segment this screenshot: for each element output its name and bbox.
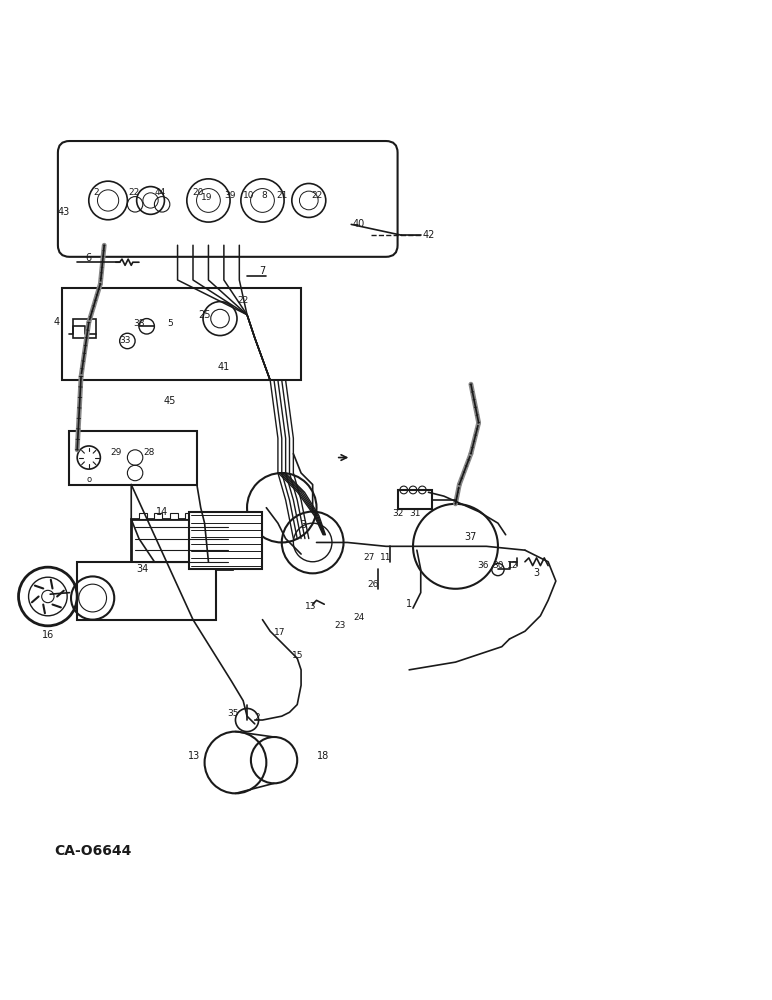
- Text: 29: 29: [110, 448, 121, 457]
- Text: 40: 40: [353, 219, 365, 229]
- Text: 43: 43: [57, 207, 69, 217]
- Text: 2: 2: [254, 713, 260, 722]
- Bar: [189, 512, 262, 569]
- Text: o: o: [86, 475, 91, 484]
- Text: 13: 13: [306, 602, 317, 611]
- Text: 24: 24: [354, 613, 364, 622]
- Text: 23: 23: [334, 621, 345, 630]
- Text: 21: 21: [276, 191, 287, 200]
- Text: 20: 20: [192, 188, 203, 197]
- Text: 14: 14: [156, 507, 168, 517]
- Bar: [185, 513, 193, 519]
- Text: 41: 41: [218, 362, 230, 372]
- Text: 32: 32: [392, 509, 403, 518]
- Text: 10: 10: [243, 191, 254, 200]
- Text: 33: 33: [120, 336, 130, 345]
- Text: 22: 22: [238, 296, 249, 305]
- Text: 26: 26: [367, 580, 378, 589]
- Bar: [73, 319, 96, 338]
- Text: 12: 12: [507, 561, 518, 570]
- Bar: [77, 562, 216, 620]
- Text: 1: 1: [406, 599, 412, 609]
- Bar: [154, 513, 162, 519]
- Text: 34: 34: [137, 564, 149, 574]
- Text: 35: 35: [228, 709, 239, 718]
- Text: 38: 38: [134, 319, 144, 328]
- Text: 19: 19: [201, 193, 212, 202]
- Text: 44: 44: [154, 188, 165, 197]
- Text: 17: 17: [274, 628, 285, 637]
- Text: 22: 22: [311, 191, 322, 200]
- Text: 42: 42: [422, 230, 435, 240]
- Bar: [170, 513, 178, 519]
- Text: 7: 7: [259, 266, 266, 276]
- Text: 45: 45: [164, 396, 176, 406]
- Text: 3: 3: [300, 520, 306, 530]
- Text: 30: 30: [493, 561, 503, 570]
- Bar: [398, 490, 432, 509]
- Bar: [201, 513, 208, 519]
- Text: 28: 28: [144, 448, 154, 457]
- Bar: [131, 519, 232, 569]
- Text: ─: ─: [411, 231, 415, 240]
- Text: 11: 11: [381, 553, 391, 562]
- Bar: [62, 288, 301, 380]
- Text: 4: 4: [53, 317, 59, 327]
- Text: 22: 22: [128, 188, 139, 197]
- Text: 25: 25: [198, 310, 211, 320]
- Text: 16: 16: [42, 630, 54, 640]
- Text: 31: 31: [410, 509, 421, 518]
- Bar: [69, 431, 197, 485]
- Bar: [216, 513, 224, 519]
- Text: 15: 15: [292, 651, 303, 660]
- Text: 3: 3: [533, 568, 540, 578]
- Text: 2: 2: [93, 188, 100, 197]
- Text: 27: 27: [364, 553, 374, 562]
- Bar: [139, 513, 147, 519]
- Text: 6: 6: [85, 253, 91, 263]
- Text: CA-O6644: CA-O6644: [54, 844, 131, 858]
- Text: 8: 8: [261, 191, 267, 200]
- Text: 18: 18: [317, 751, 329, 761]
- Text: 36: 36: [478, 561, 489, 570]
- Text: 37: 37: [465, 532, 477, 542]
- Text: 5: 5: [167, 319, 173, 328]
- Text: 39: 39: [225, 191, 235, 200]
- Text: 13: 13: [188, 751, 201, 761]
